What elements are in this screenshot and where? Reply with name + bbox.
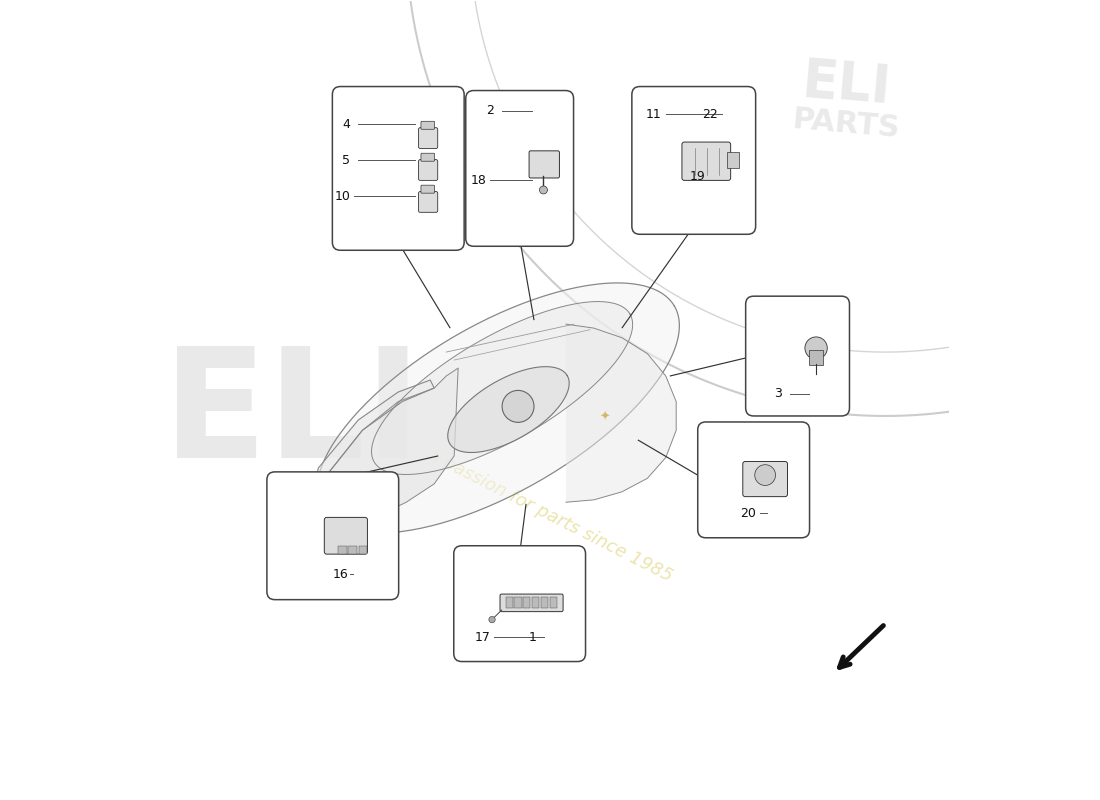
FancyBboxPatch shape	[682, 142, 730, 180]
FancyBboxPatch shape	[465, 90, 573, 246]
FancyBboxPatch shape	[529, 151, 560, 178]
Text: ELI: ELI	[163, 342, 421, 490]
FancyBboxPatch shape	[541, 598, 548, 609]
Polygon shape	[448, 366, 569, 453]
FancyBboxPatch shape	[418, 128, 438, 149]
FancyBboxPatch shape	[500, 594, 563, 612]
Circle shape	[502, 390, 534, 422]
FancyBboxPatch shape	[532, 598, 539, 609]
FancyBboxPatch shape	[746, 296, 849, 416]
FancyBboxPatch shape	[359, 546, 367, 554]
Text: ELI: ELI	[799, 54, 892, 114]
Polygon shape	[302, 380, 434, 534]
Text: 2: 2	[486, 105, 494, 118]
Text: 1: 1	[528, 630, 537, 644]
FancyBboxPatch shape	[515, 598, 521, 609]
FancyBboxPatch shape	[727, 152, 738, 168]
FancyBboxPatch shape	[808, 350, 823, 365]
Text: 5: 5	[342, 154, 351, 167]
Circle shape	[488, 617, 495, 623]
FancyBboxPatch shape	[418, 160, 438, 180]
FancyBboxPatch shape	[418, 191, 438, 212]
FancyBboxPatch shape	[506, 598, 513, 609]
Text: 10: 10	[334, 190, 350, 203]
FancyBboxPatch shape	[421, 122, 434, 130]
Text: 3: 3	[773, 387, 781, 400]
Circle shape	[805, 337, 827, 359]
Text: 22: 22	[702, 107, 717, 121]
FancyBboxPatch shape	[550, 598, 557, 609]
Text: 20: 20	[740, 507, 756, 520]
FancyBboxPatch shape	[742, 462, 788, 497]
FancyBboxPatch shape	[349, 546, 358, 554]
Circle shape	[755, 465, 775, 486]
FancyBboxPatch shape	[332, 86, 464, 250]
FancyBboxPatch shape	[421, 185, 434, 193]
Polygon shape	[310, 368, 459, 536]
FancyBboxPatch shape	[697, 422, 810, 538]
Text: 16: 16	[333, 567, 349, 581]
FancyBboxPatch shape	[631, 86, 756, 234]
Text: 4: 4	[342, 118, 350, 131]
Text: ✦: ✦	[600, 411, 609, 424]
FancyBboxPatch shape	[338, 546, 346, 554]
FancyBboxPatch shape	[421, 154, 434, 162]
Text: 19: 19	[690, 170, 705, 183]
Polygon shape	[372, 302, 632, 474]
Text: a passion for parts since 1985: a passion for parts since 1985	[425, 446, 675, 586]
Text: 18: 18	[470, 174, 486, 187]
Text: PARTS: PARTS	[791, 106, 901, 144]
FancyBboxPatch shape	[267, 472, 398, 600]
Polygon shape	[317, 283, 680, 533]
FancyBboxPatch shape	[324, 518, 367, 554]
FancyBboxPatch shape	[524, 598, 530, 609]
FancyBboxPatch shape	[454, 546, 585, 662]
Polygon shape	[566, 324, 676, 502]
Text: 17: 17	[474, 630, 491, 644]
Text: 11: 11	[646, 107, 662, 121]
Circle shape	[539, 186, 548, 194]
